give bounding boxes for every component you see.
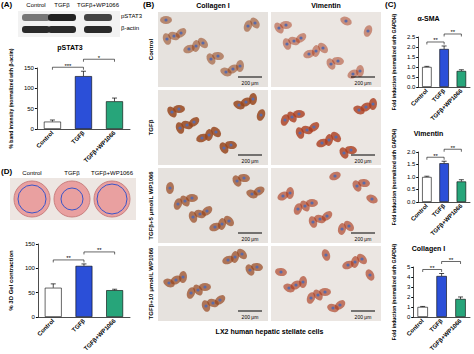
html-text:Collagen I: Collagen I	[196, 2, 230, 9]
svg-text:200 μm: 200 μm	[355, 158, 372, 164]
svg-text:200 μm: 200 μm	[242, 236, 259, 242]
svg-text:4: 4	[407, 274, 411, 280]
html-text:Control: Control	[26, 2, 46, 8]
svg-text:*: *	[98, 55, 101, 61]
svg-text:Collagen I: Collagen I	[412, 245, 446, 253]
svg-text:1: 1	[407, 304, 411, 310]
svg-text:TGFβ+WP1066: TGFβ+WP1066	[429, 202, 463, 236]
html-text:LX2 human hepatic stellate cel: LX2 human hepatic stellate cells	[215, 328, 324, 335]
svg-text:TGFβ: TGFβ	[428, 318, 444, 334]
svg-text:100: 100	[24, 85, 35, 91]
svg-text:200 μm: 200 μm	[242, 314, 259, 320]
svg-text:200 μm: 200 μm	[355, 80, 372, 86]
svg-text:**: **	[450, 29, 455, 35]
svg-text:**: **	[430, 265, 435, 271]
html-text:(A): (A)	[1, 0, 13, 9]
svg-text:***: ***	[64, 63, 72, 69]
svg-text:% 3D Gel contraction: % 3D Gel contraction	[8, 250, 14, 311]
svg-text:150: 150	[24, 65, 35, 71]
svg-text:TGFβ: TGFβ	[431, 88, 447, 104]
svg-text:0.0: 0.0	[407, 84, 416, 90]
html-text:TGFβ+WP1066: TGFβ+WP1066	[91, 170, 133, 176]
svg-text:2.5: 2.5	[407, 34, 416, 40]
svg-text:TGFβ+WP1066: TGFβ+WP1066	[83, 129, 117, 163]
svg-text:1.0: 1.0	[407, 64, 416, 70]
svg-text:5: 5	[407, 264, 411, 270]
svg-text:**: **	[449, 257, 454, 263]
svg-text:2: 2	[407, 294, 411, 300]
html-text:β-actin: β-actin	[121, 25, 140, 31]
svg-text:Control: Control	[410, 88, 430, 108]
svg-text:α-SMA: α-SMA	[417, 15, 439, 22]
svg-text:**: **	[66, 255, 71, 261]
svg-text:1.5: 1.5	[407, 54, 416, 60]
svg-text:0: 0	[407, 314, 411, 320]
svg-text:0: 0	[32, 314, 36, 320]
svg-text:Vimentin: Vimentin	[414, 130, 443, 137]
svg-text:**: **	[433, 37, 438, 43]
svg-text:Control: Control	[410, 203, 430, 223]
svg-text:50: 50	[28, 290, 35, 296]
svg-text:0.0: 0.0	[407, 199, 416, 205]
html-text:Vimentin: Vimentin	[311, 2, 341, 9]
svg-text:pSTAT3: pSTAT3	[57, 44, 83, 52]
svg-text:0.5: 0.5	[407, 186, 416, 192]
svg-text:0: 0	[31, 126, 35, 132]
svg-text:1.5: 1.5	[407, 161, 416, 167]
svg-text:TGFβ+10 μmol/L WP1066: TGFβ+10 μmol/L WP1066	[148, 247, 154, 319]
svg-text:200 μm: 200 μm	[242, 80, 259, 86]
svg-text:TGFβ+WP1066: TGFβ+WP1066	[429, 87, 463, 121]
svg-text:TGFβ+WP1066: TGFβ+WP1066	[83, 317, 117, 351]
svg-text:Fold induction (normalized wit: Fold induction (normalized with GAPDH)	[391, 128, 397, 225]
svg-text:Fold induction (normalized wit: Fold induction (normalized with GAPDH)	[391, 243, 397, 340]
svg-text:TGFβ: TGFβ	[70, 130, 86, 146]
svg-text:% band intensity (normalized w: % band intensity (normalized with β-acti…	[8, 48, 14, 148]
svg-text:Control: Control	[406, 318, 426, 338]
svg-text:Control: Control	[148, 39, 154, 61]
svg-text:100: 100	[25, 265, 36, 271]
svg-text:TGFβ+WP1066: TGFβ+WP1066	[429, 317, 463, 351]
svg-text:**: **	[433, 153, 438, 159]
svg-text:TGFβ: TGFβ	[71, 318, 87, 334]
svg-text:50: 50	[27, 106, 34, 112]
svg-text:200 μm: 200 μm	[355, 236, 372, 242]
html-text:pSTAT3: pSTAT3	[121, 13, 143, 19]
svg-text:200 μm: 200 μm	[355, 314, 372, 320]
html-text:(B): (B)	[143, 0, 155, 9]
html-text:(D): (D)	[1, 167, 13, 176]
svg-text:**: **	[97, 247, 102, 253]
html-text:TGFβ: TGFβ	[64, 170, 80, 176]
svg-text:2.0: 2.0	[407, 44, 416, 50]
html-text:(C): (C)	[385, 0, 397, 9]
html-text:Control: Control	[22, 170, 42, 176]
svg-text:0.5: 0.5	[407, 74, 416, 80]
svg-text:200 μm: 200 μm	[242, 158, 259, 164]
html-text:TGFβ: TGFβ	[54, 2, 70, 8]
svg-text:TGFβ: TGFβ	[148, 119, 154, 135]
svg-text:TGFβ: TGFβ	[431, 203, 447, 219]
svg-text:**: **	[450, 145, 455, 151]
svg-text:1.0: 1.0	[407, 174, 416, 180]
svg-text:2.0: 2.0	[407, 149, 416, 155]
svg-text:Control: Control	[36, 318, 56, 338]
svg-text:3: 3	[407, 284, 411, 290]
svg-text:150: 150	[25, 241, 36, 247]
svg-text:Fold induction (normalized wit: Fold induction (normalized with GAPDH)	[391, 13, 397, 110]
svg-text:TGFβ+5 μmol/L WP1066: TGFβ+5 μmol/L WP1066	[148, 171, 154, 240]
svg-text:Control: Control	[35, 130, 55, 150]
html-text:TGFβ+WP1066: TGFβ+WP1066	[77, 2, 119, 8]
